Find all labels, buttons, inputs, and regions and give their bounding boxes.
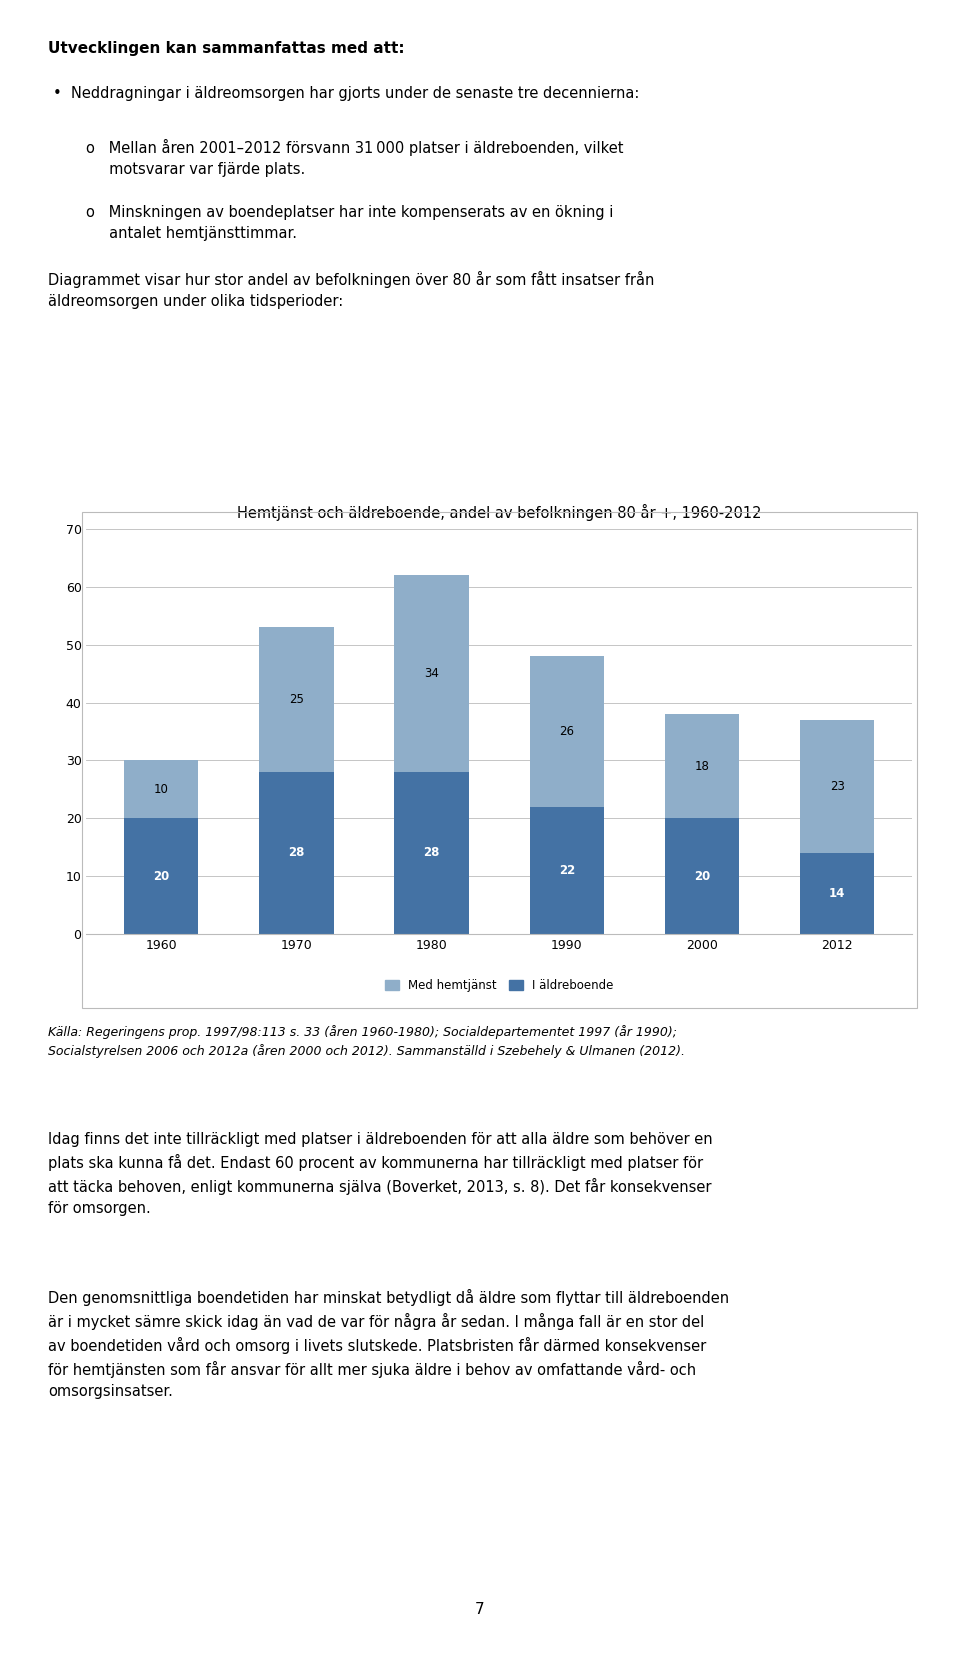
- Text: Källa: Regeringens prop. 1997/98:113 s. 33 (åren 1960-1980); Socialdepartementet: Källa: Regeringens prop. 1997/98:113 s. …: [48, 1025, 685, 1058]
- Bar: [530, 807, 604, 934]
- Text: o   Minskningen av boendeplatser har inte kompenserats av en ökning i
     antal: o Minskningen av boendeplatser har inte …: [86, 205, 613, 241]
- Text: Diagrammet visar hur stor andel av befolkningen över 80 år som fått insatser frå: Diagrammet visar hur stor andel av befol…: [48, 271, 655, 309]
- Text: 28: 28: [423, 846, 440, 860]
- Bar: [395, 772, 468, 934]
- Text: 14: 14: [829, 888, 846, 899]
- Text: o   Mellan åren 2001–2012 försvann 31 000 platser i äldreboenden, vilket
     mo: o Mellan åren 2001–2012 försvann 31 000 …: [86, 139, 624, 177]
- Bar: [530, 656, 604, 807]
- Text: 22: 22: [559, 865, 575, 876]
- Text: 10: 10: [154, 784, 169, 795]
- Legend: Med hemtjänst, I äldreboende: Med hemtjänst, I äldreboende: [380, 975, 618, 997]
- Bar: [259, 626, 333, 772]
- Bar: [259, 772, 333, 934]
- Bar: [395, 575, 468, 772]
- Text: 7: 7: [475, 1602, 485, 1617]
- Text: 18: 18: [695, 760, 709, 772]
- Bar: [665, 714, 739, 818]
- Bar: [124, 760, 199, 818]
- Bar: [800, 721, 875, 853]
- Text: 23: 23: [829, 780, 845, 793]
- Text: 26: 26: [560, 726, 574, 737]
- Text: 28: 28: [288, 846, 304, 860]
- Text: •  Neddragningar i äldreomsorgen har gjorts under de senaste tre decennierna:: • Neddragningar i äldreomsorgen har gjor…: [53, 86, 639, 101]
- Text: 20: 20: [153, 869, 169, 883]
- Text: Idag finns det inte tillräckligt med platser i äldreboenden för att alla äldre s: Idag finns det inte tillräckligt med pla…: [48, 1132, 712, 1217]
- Bar: [800, 853, 875, 934]
- Text: Utvecklingen kan sammanfattas med att:: Utvecklingen kan sammanfattas med att:: [48, 41, 404, 56]
- Text: 34: 34: [424, 668, 439, 679]
- Bar: [124, 818, 199, 934]
- Text: 20: 20: [694, 869, 710, 883]
- Title: Hemtjänst och äldreboende, andel av befolkningen 80 år +, 1960-2012: Hemtjänst och äldreboende, andel av befo…: [237, 504, 761, 521]
- Text: 25: 25: [289, 693, 303, 706]
- Text: Den genomsnittliga boendetiden har minskat betydligt då äldre som flyttar till ä: Den genomsnittliga boendetiden har minsk…: [48, 1289, 730, 1400]
- Bar: [665, 818, 739, 934]
